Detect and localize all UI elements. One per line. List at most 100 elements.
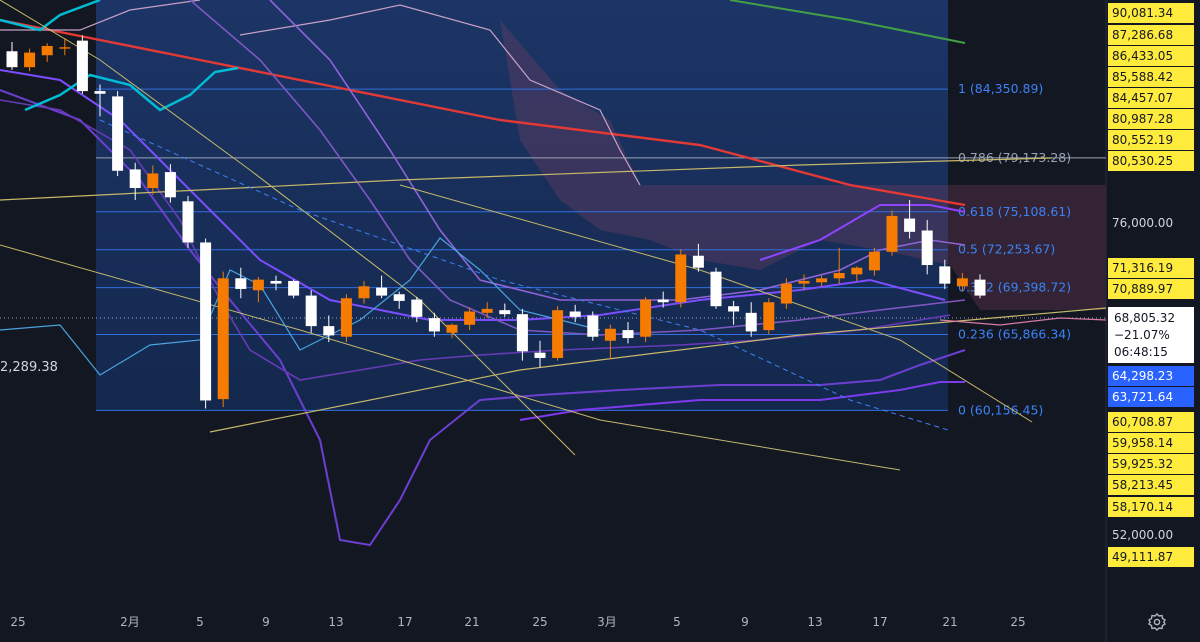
candle-body <box>640 299 652 337</box>
candle <box>886 210 898 256</box>
candle <box>411 296 423 323</box>
candle <box>393 291 405 309</box>
candle <box>939 259 951 289</box>
candle-body <box>569 311 581 317</box>
candle-body <box>428 318 440 332</box>
time-tick-label: 5 <box>673 615 681 629</box>
candle-body <box>112 96 124 171</box>
blue-line <box>0 237 601 376</box>
candle <box>552 306 564 361</box>
candle <box>499 303 511 317</box>
candle <box>516 308 528 361</box>
candle <box>956 273 968 292</box>
candle <box>164 164 176 203</box>
time-axis[interactable]: 25 2月 5 9 13 17 21 25 3月 5 9 13 17 21 25 <box>10 615 1025 629</box>
candle <box>182 195 194 248</box>
candle <box>657 291 669 308</box>
candle <box>112 91 124 177</box>
candle-body <box>446 324 458 333</box>
candle <box>6 41 18 70</box>
candle <box>921 219 933 275</box>
price-axis-label: 84,457.07 <box>1108 88 1194 108</box>
candle <box>780 278 792 309</box>
candle <box>816 275 828 287</box>
time-tick-label: 21 <box>464 615 479 629</box>
candle-body <box>587 315 599 337</box>
candle-body <box>252 279 264 291</box>
candle-body <box>851 267 863 275</box>
yellow-trend-1 <box>0 157 1053 201</box>
candle-body <box>288 280 300 296</box>
price-axis-label: 64,298.23 <box>1108 366 1194 386</box>
candle-body <box>464 311 476 325</box>
candle <box>446 323 458 339</box>
candle <box>728 300 740 325</box>
ma-red <box>0 18 966 207</box>
time-tick-label: 9 <box>741 615 749 629</box>
time-tick-label: 13 <box>328 615 343 629</box>
candle-body <box>798 280 810 284</box>
candle-body <box>411 299 423 317</box>
price-axis-label: 60,708.87 <box>1108 412 1194 432</box>
candle <box>640 296 652 343</box>
price-axis-label: 87,286.68 <box>1108 25 1194 45</box>
candle <box>534 340 546 368</box>
time-tick-label: 5 <box>196 615 204 629</box>
candle-body <box>270 280 282 284</box>
candle <box>904 199 916 239</box>
candle <box>147 165 159 195</box>
candle-body <box>921 230 933 266</box>
candle-body <box>675 254 687 303</box>
candle <box>76 35 88 94</box>
indicator-lines <box>0 0 1107 547</box>
fib-label-0-618: 0.618 (75,108.61) <box>958 204 1071 219</box>
candle <box>464 307 476 331</box>
candle-body <box>340 298 352 337</box>
band-env-c <box>0 99 951 381</box>
candle <box>41 43 53 62</box>
time-tick-label: 2月 <box>120 615 140 629</box>
time-tick-label: 9 <box>262 615 270 629</box>
candle-body <box>376 287 388 296</box>
pink-line <box>939 317 1107 326</box>
price-axis-label: 86,433.05 <box>1108 46 1194 66</box>
band-top <box>759 204 966 261</box>
price-axis-label: 85,588.42 <box>1108 67 1194 87</box>
candle-body <box>728 306 740 312</box>
candle <box>340 294 352 343</box>
candle <box>59 37 71 56</box>
band-low <box>519 381 965 421</box>
candle <box>851 266 863 281</box>
candle <box>675 249 687 308</box>
candle-body <box>129 169 141 189</box>
price-axis-label: 49,111.87 <box>1108 547 1194 567</box>
candle <box>710 267 722 309</box>
candle-body <box>147 173 159 189</box>
candle-body <box>393 294 405 301</box>
fib-label-1: 1 (84,350.89) <box>958 81 1043 96</box>
gear-icon[interactable] <box>1147 612 1167 632</box>
price-axis-label: 80,987.28 <box>1108 109 1194 129</box>
cloud-region <box>500 20 1106 310</box>
candle-body <box>24 52 36 68</box>
time-tick-label: 13 <box>807 615 822 629</box>
time-tick-label: 3月 <box>597 615 617 629</box>
price-axis-label: 58,213.45 <box>1108 475 1194 495</box>
candle <box>288 279 300 299</box>
candle-body <box>534 352 546 358</box>
candle <box>798 274 810 291</box>
candle-body <box>780 283 792 304</box>
candle-body <box>94 91 106 94</box>
candle <box>868 247 880 276</box>
price-axis-label: 58,170.14 <box>1108 497 1194 517</box>
candle-body <box>358 286 370 299</box>
candle-body <box>552 310 564 358</box>
yellow-trend-3 <box>0 0 901 471</box>
candle-body <box>939 266 951 284</box>
band-env-b <box>0 89 966 547</box>
ma-green <box>729 0 966 44</box>
candles <box>6 35 986 409</box>
candle-body <box>200 242 212 401</box>
